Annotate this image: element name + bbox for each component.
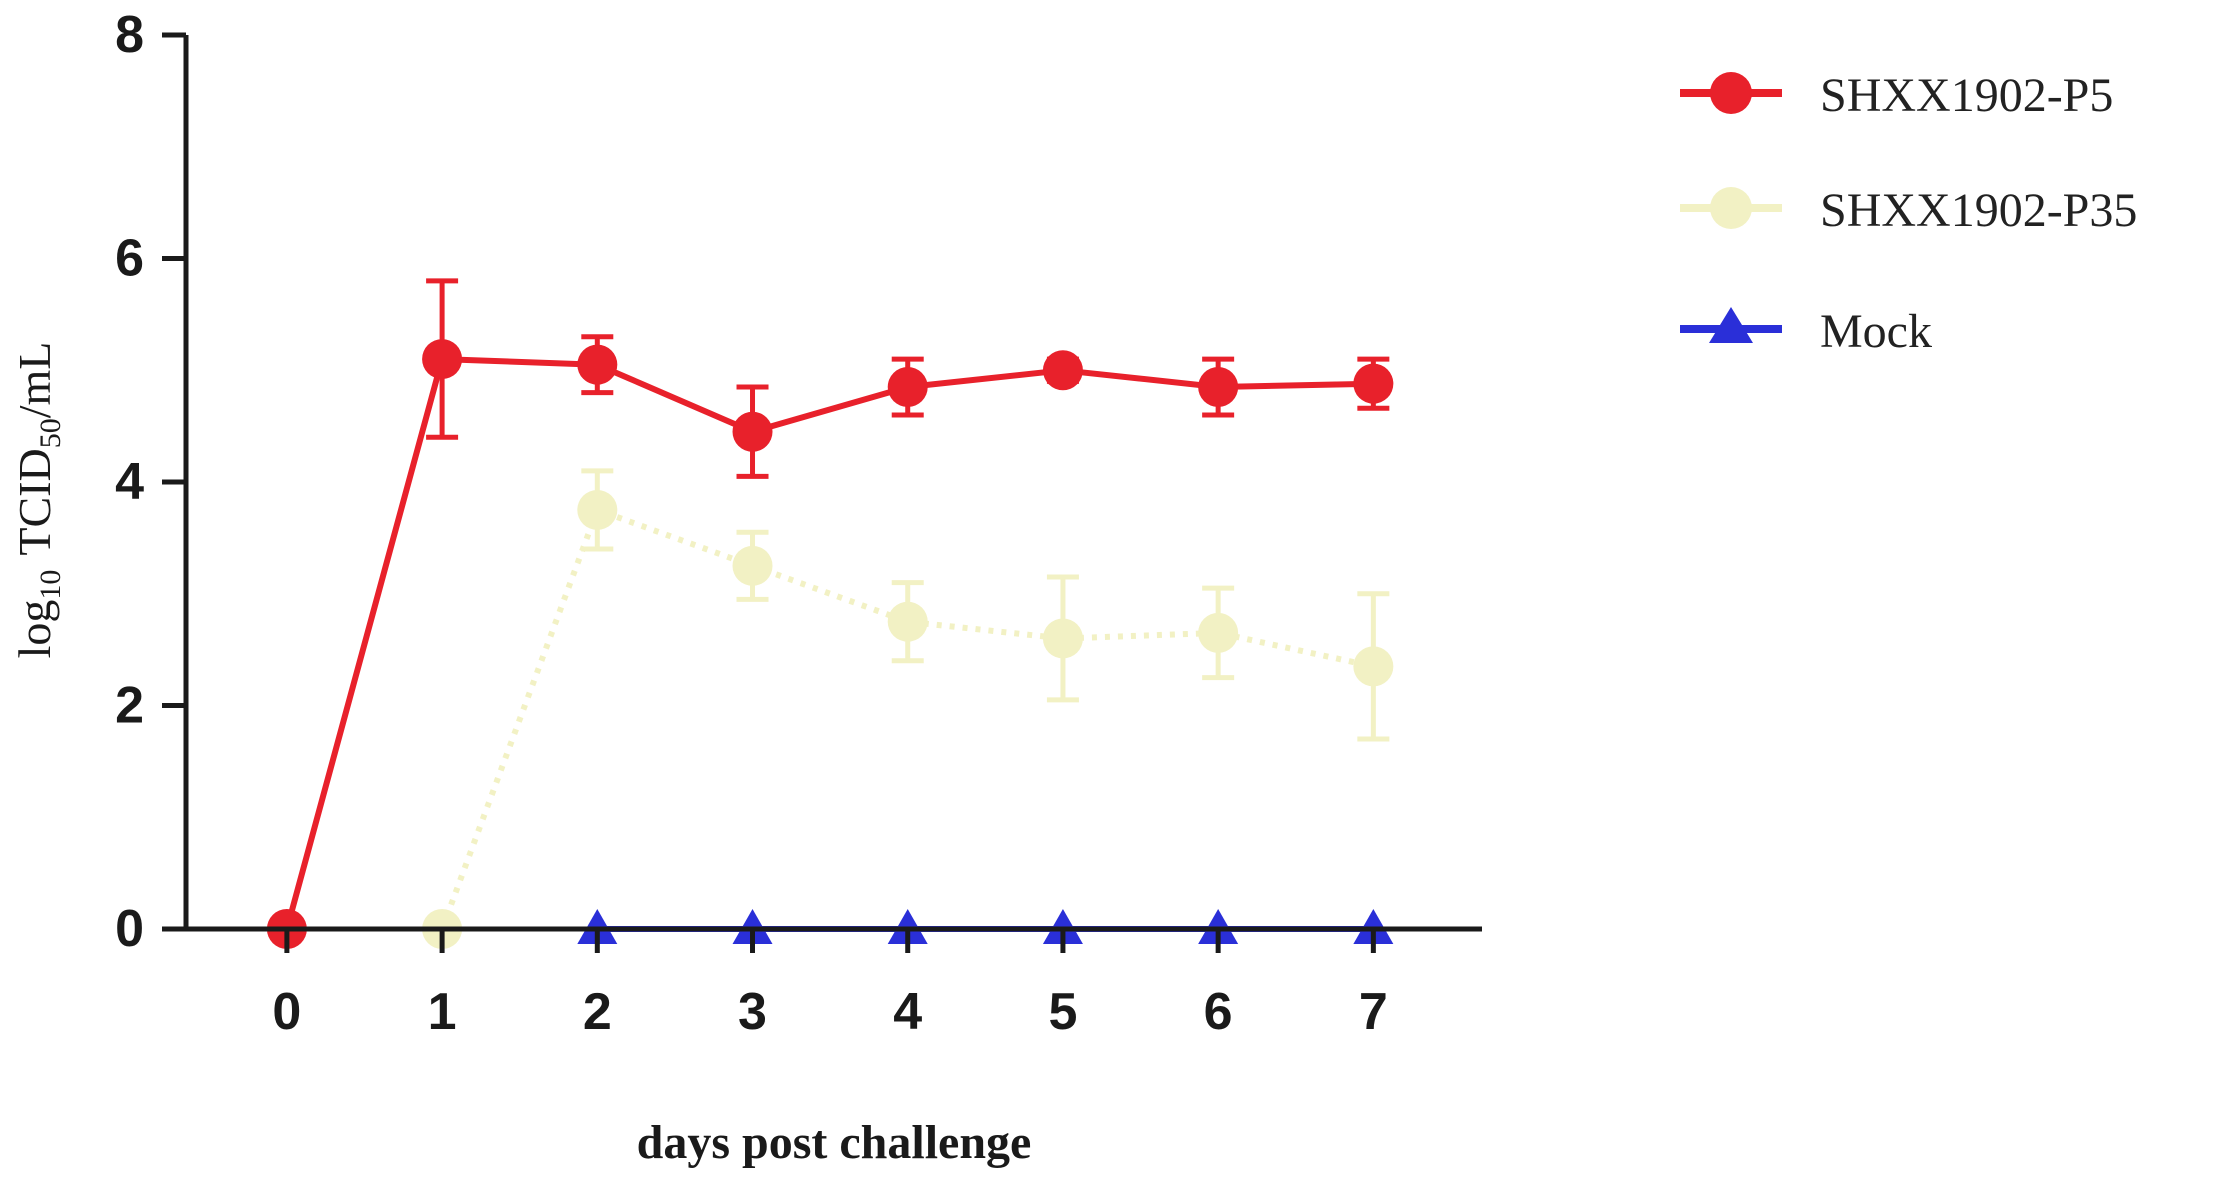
x-tick-label: 1 bbox=[428, 983, 457, 1041]
data-point bbox=[577, 344, 618, 385]
x-axis-title: days post challenge bbox=[637, 1116, 1032, 1169]
legend-label-p5: SHXX1902-P5 bbox=[1820, 69, 2113, 122]
legend: SHXX1902-P5 SHXX1902-P35 Mock bbox=[1680, 69, 2137, 358]
series-line bbox=[284, 356, 1374, 930]
y-axis-title: log10 TCID50/mL bbox=[9, 342, 67, 659]
legend-label-mock: Mock bbox=[1820, 305, 1932, 358]
legend-marker-p5 bbox=[1710, 72, 1752, 114]
data-point bbox=[422, 339, 463, 380]
x-ticks: 0 1 2 3 4 5 6 7 bbox=[272, 929, 1388, 1041]
y-axis-title-prefix-sub: 10 bbox=[34, 570, 67, 600]
x-tick-label: 6 bbox=[1204, 983, 1233, 1041]
x-tick-label: 2 bbox=[583, 983, 612, 1041]
y-tick-label: 2 bbox=[115, 677, 144, 735]
legend-item-mock: Mock bbox=[1680, 305, 1932, 358]
y-tick-label: 0 bbox=[115, 900, 144, 958]
legend-marker-mock bbox=[1709, 307, 1753, 343]
axes: 0 2 4 6 8 0 1 2 3 4 5 6 7 bbox=[115, 6, 1482, 1041]
legend-item-p5: SHXX1902-P5 bbox=[1680, 69, 2113, 122]
data-point bbox=[1198, 612, 1239, 653]
data-point bbox=[732, 411, 773, 452]
data-point bbox=[887, 601, 928, 642]
y-ticks: 0 2 4 6 8 bbox=[115, 6, 186, 958]
data-point bbox=[577, 489, 618, 530]
data-point bbox=[1042, 350, 1083, 391]
x-tick-label: 7 bbox=[1359, 983, 1388, 1041]
y-axis-title-suffix: /mL bbox=[9, 342, 60, 419]
data-point bbox=[1042, 618, 1083, 659]
series-1 bbox=[266, 278, 1394, 949]
legend-label-p35: SHXX1902-P35 bbox=[1820, 184, 2137, 237]
data-point bbox=[732, 545, 773, 586]
x-tick-label: 5 bbox=[1048, 983, 1077, 1041]
legend-marker-p35 bbox=[1710, 187, 1752, 229]
series-layer bbox=[266, 278, 1394, 949]
data-point bbox=[887, 367, 928, 408]
x-tick-label: 4 bbox=[893, 983, 922, 1041]
x-tick-label: 0 bbox=[272, 983, 301, 1041]
data-point bbox=[1353, 646, 1394, 687]
y-axis-title-prefix: log bbox=[9, 600, 60, 659]
y-tick-label: 4 bbox=[115, 453, 144, 511]
y-tick-label: 8 bbox=[115, 6, 144, 64]
data-point bbox=[1353, 363, 1394, 404]
series-2 bbox=[422, 468, 1394, 949]
data-point bbox=[1198, 367, 1239, 408]
y-axis-title-main: TCID bbox=[9, 448, 60, 555]
y-tick-label: 6 bbox=[115, 230, 144, 288]
series-line bbox=[439, 506, 1375, 931]
x-tick-label: 3 bbox=[738, 983, 767, 1041]
y-axis-title-main-sub: 50 bbox=[34, 418, 67, 448]
legend-item-p35: SHXX1902-P35 bbox=[1680, 184, 2137, 237]
